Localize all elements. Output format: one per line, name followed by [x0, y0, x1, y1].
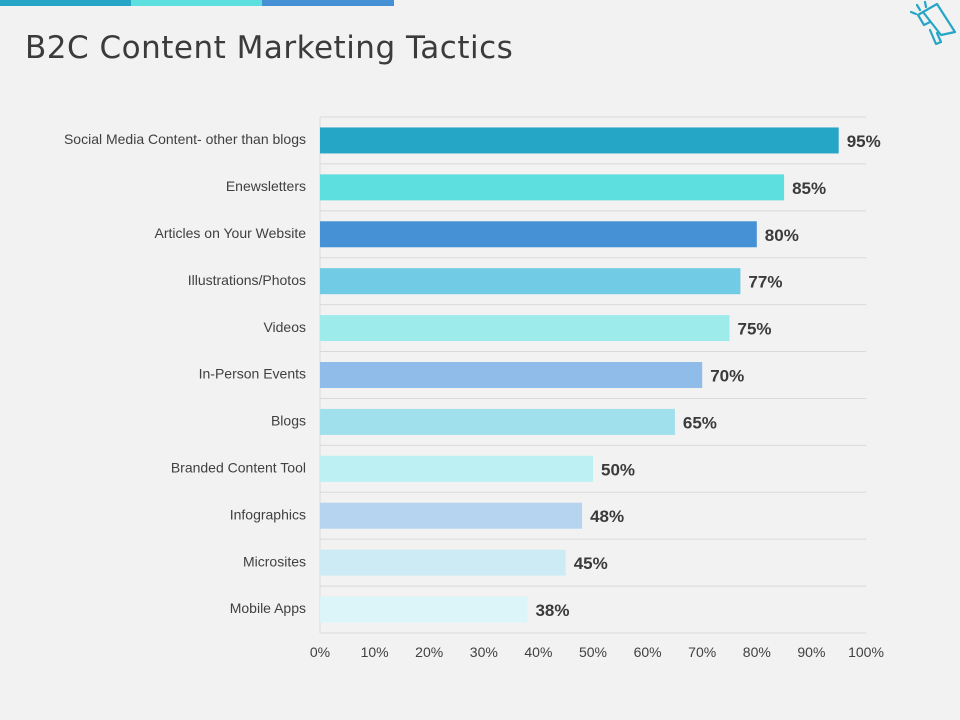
- category-label: In-Person Events: [199, 366, 306, 382]
- bar: [320, 408, 675, 435]
- bar: [320, 174, 785, 201]
- bar: [320, 549, 566, 576]
- x-tick-label: 80%: [743, 644, 771, 660]
- x-tick-label: 60%: [634, 644, 662, 660]
- x-tick-label: 10%: [361, 644, 389, 660]
- value-label: 77%: [748, 273, 782, 292]
- slide-title: B2C Content Marketing Tactics: [25, 30, 514, 66]
- category-label: Mobile Apps: [230, 600, 306, 616]
- category-label: Articles on Your Website: [155, 225, 307, 241]
- bar: [320, 268, 741, 295]
- x-tick-label: 70%: [688, 644, 716, 660]
- value-label: 38%: [535, 601, 569, 620]
- category-label: Branded Content Tool: [171, 460, 306, 476]
- bar: [320, 502, 583, 529]
- x-tick-label: 40%: [524, 644, 552, 660]
- category-label: Enewsletters: [226, 178, 306, 194]
- bar: [320, 596, 528, 623]
- top-stripe-2: [131, 0, 262, 6]
- value-label: 48%: [590, 507, 624, 526]
- value-label: 95%: [847, 132, 881, 151]
- category-label: Illustrations/Photos: [188, 272, 306, 288]
- bar: [320, 362, 703, 388]
- value-label: 80%: [765, 226, 799, 245]
- value-label: 85%: [792, 179, 826, 198]
- top-stripe-1: [0, 0, 131, 6]
- category-label: Infographics: [230, 506, 306, 522]
- x-tick-label: 90%: [797, 644, 825, 660]
- top-stripe-3: [262, 0, 394, 6]
- x-tick-label: 50%: [579, 644, 607, 660]
- bar: [320, 455, 593, 482]
- value-label: 50%: [601, 460, 635, 479]
- bar: [320, 221, 757, 248]
- category-label: Social Media Content- other than blogs: [64, 131, 306, 147]
- category-label: Blogs: [271, 413, 306, 429]
- value-label: 65%: [683, 413, 717, 432]
- value-label: 75%: [738, 320, 772, 339]
- x-tick-label: 0%: [310, 644, 330, 660]
- bar: [320, 127, 839, 154]
- x-tick-label: 100%: [848, 644, 884, 660]
- bar: [320, 315, 730, 342]
- x-tick-label: 20%: [415, 644, 443, 660]
- value-label: 45%: [574, 554, 608, 573]
- x-tick-label: 30%: [470, 644, 498, 660]
- megaphone-icon: [909, 0, 957, 46]
- value-label: 70%: [710, 366, 744, 385]
- category-label: Microsites: [243, 553, 306, 569]
- category-label: Videos: [263, 319, 306, 335]
